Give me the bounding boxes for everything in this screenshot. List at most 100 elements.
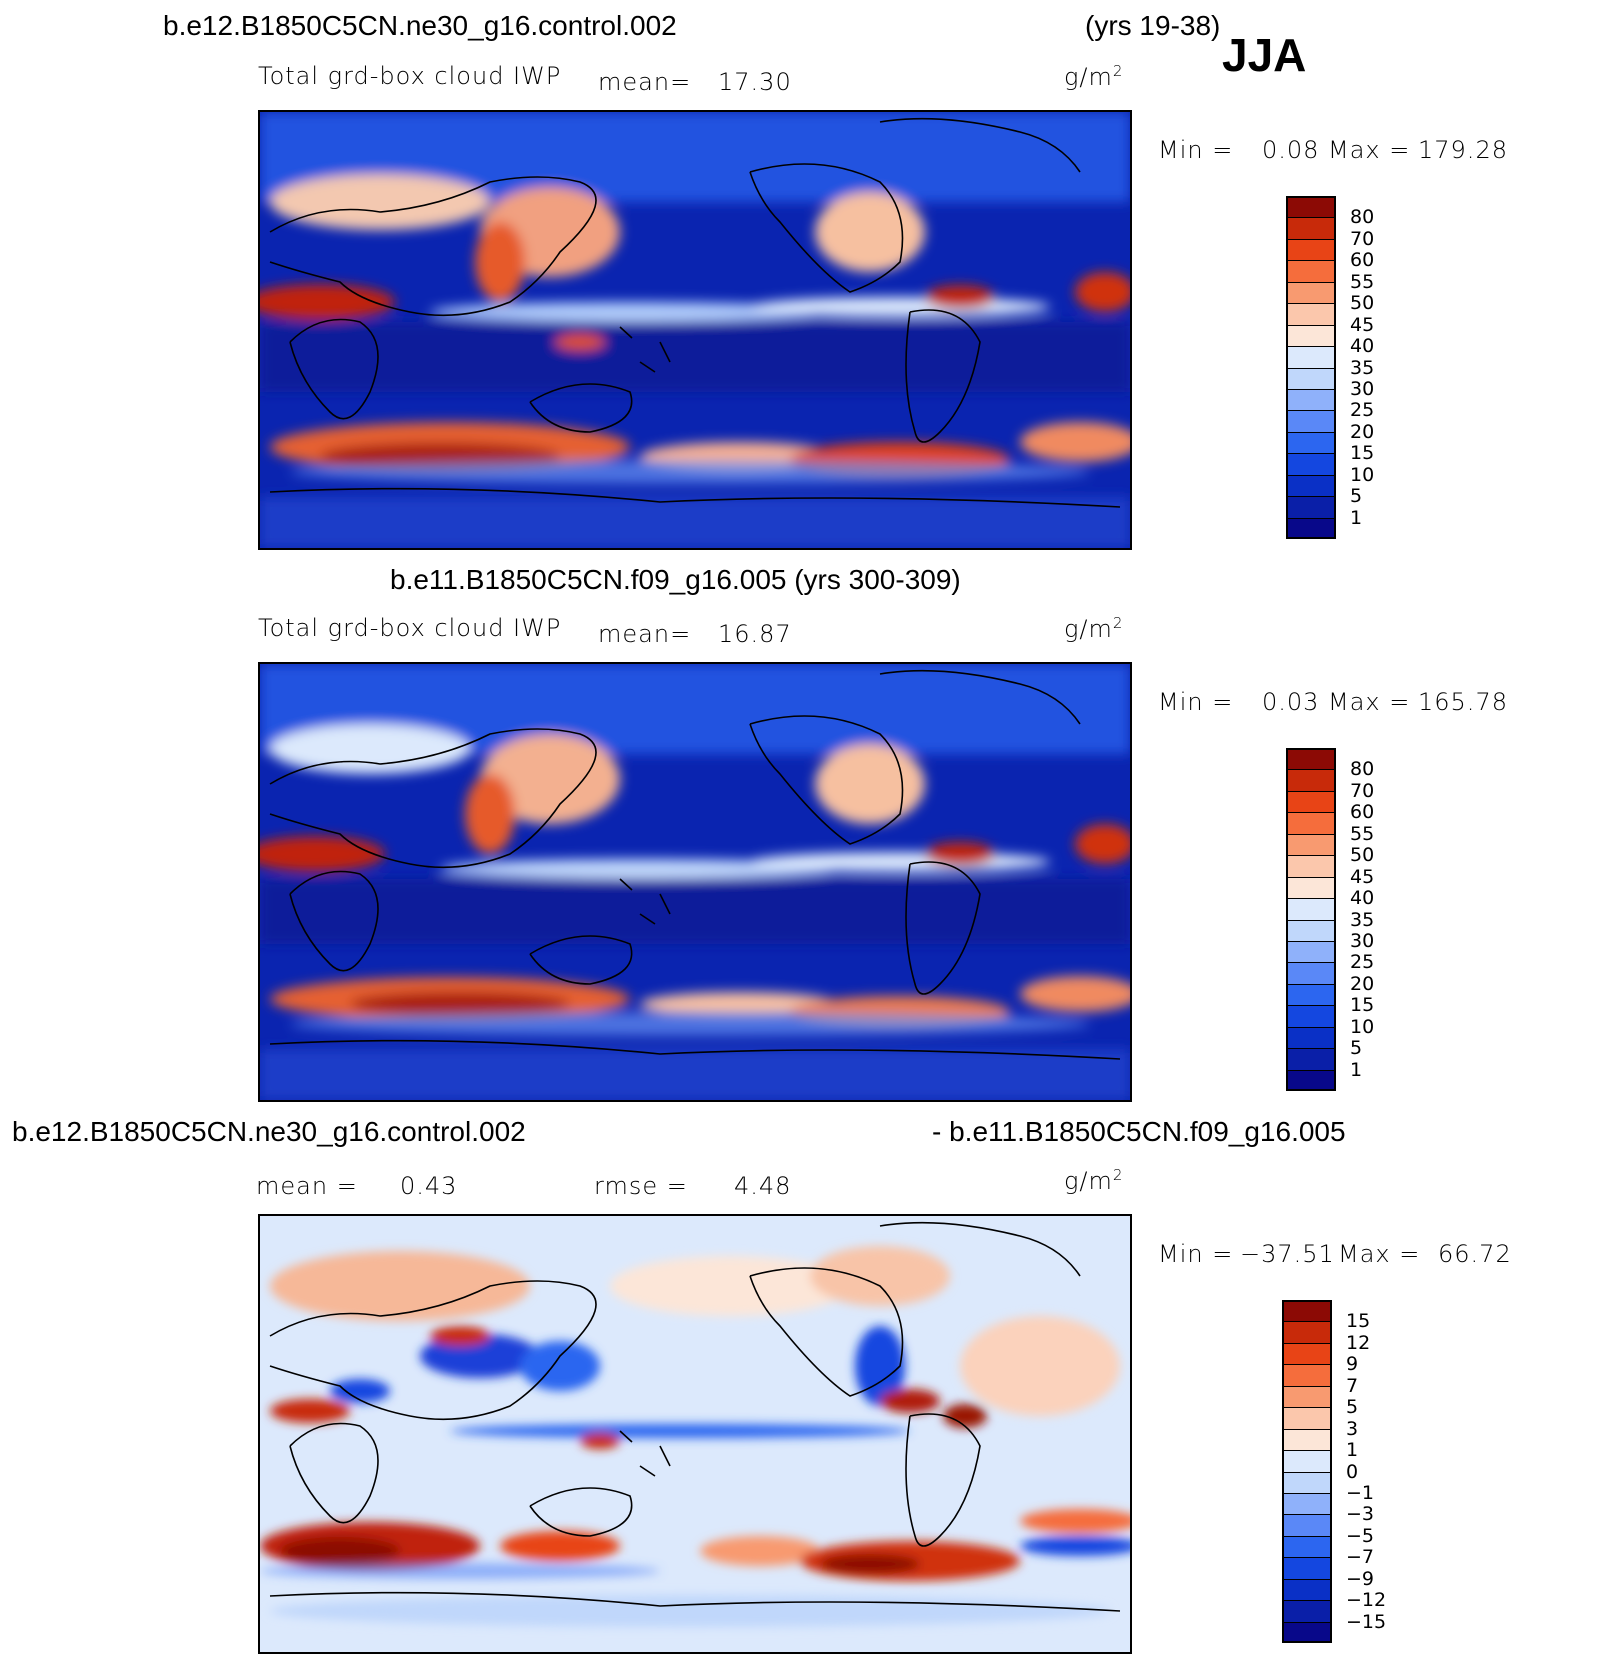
colorbar-tick-label: 9 (1346, 1353, 1359, 1376)
colorbar-tick-label: −1 (1346, 1481, 1375, 1504)
colorbar-swatch (1282, 1600, 1332, 1622)
panel3-units: g/m2 (1064, 1166, 1124, 1195)
panel1-years: (yrs 19-38) (1085, 10, 1221, 41)
colorbar-tick-label: 60 (1350, 801, 1375, 824)
colorbar-tick-label: 25 (1350, 399, 1375, 422)
colorbar-swatch (1286, 238, 1336, 261)
colorbar-swatch (1286, 1005, 1336, 1027)
colorbar-swatch (1286, 790, 1336, 813)
colorbar-tick-label: −9 (1346, 1567, 1375, 1590)
colorbar-swatch (1282, 1514, 1332, 1536)
panel3-rmse-value: 4.48 (734, 1172, 792, 1200)
colorbar-swatch (1282, 1492, 1332, 1515)
colorbar-tick-label: 80 (1350, 206, 1375, 229)
colorbar-tick-label: 35 (1350, 356, 1375, 379)
colorbar-swatch (1282, 1407, 1332, 1429)
panel1-min-label: Min = (1158, 136, 1234, 164)
panel3-mean-value: 0.43 (400, 1172, 458, 1200)
colorbar-swatch (1286, 898, 1336, 920)
colorbar-tick-label: 30 (1350, 377, 1375, 400)
colorbar-tick-label: 55 (1350, 270, 1375, 293)
colorbar-tick-label: 5 (1346, 1396, 1359, 1419)
colorbar-swatch (1286, 962, 1336, 984)
colorbar-swatch (1286, 431, 1336, 454)
panel2-mean-value: 16.87 (718, 620, 792, 648)
colorbar-swatch (1286, 281, 1336, 304)
colorbar-frame (1286, 196, 1336, 539)
panel3-min-label: Min = (1158, 1240, 1234, 1268)
panel2-colorbar: 80 70 60 55 50 45 40 35 30 25 20 15 10 5 1 (1286, 748, 1406, 1091)
colorbar-tick-label: 50 (1350, 844, 1375, 867)
panel2-min-value: 0.03 (1262, 688, 1320, 716)
colorbar-swatch (1286, 833, 1336, 856)
colorbar-tick-label: 1 (1346, 1439, 1359, 1462)
colorbar-tick-label: 40 (1350, 335, 1375, 358)
colorbar-swatch (1286, 410, 1336, 432)
colorbar-swatch (1282, 1578, 1332, 1601)
colorbar-swatch (1286, 346, 1336, 368)
colorbar-tick-label: −12 (1346, 1589, 1387, 1612)
colorbar-swatch (1286, 517, 1336, 539)
colorbar-tick-label: 12 (1346, 1331, 1371, 1354)
colorbar-tick-label: 55 (1350, 822, 1375, 845)
colorbar-swatch (1282, 1535, 1332, 1558)
colorbar-tick-label: 45 (1350, 313, 1375, 336)
colorbar-tick-label: 70 (1350, 227, 1375, 250)
colorbar-swatch (1286, 324, 1336, 347)
colorbar-swatch (1286, 260, 1336, 282)
colorbar-swatch (1286, 983, 1336, 1006)
colorbar-swatch (1282, 1450, 1332, 1472)
colorbar-tick-label: 10 (1350, 1015, 1375, 1038)
panel1-variable: Total grd-box cloud IWP (258, 62, 562, 90)
colorbar-tick-label: 7 (1346, 1374, 1359, 1397)
panel3-case-b: - b.e11.B1850C5CN.f09_g16.005 (932, 1116, 1346, 1147)
colorbar-swatch (1282, 1621, 1332, 1643)
colorbar-tick-label: −5 (1346, 1524, 1375, 1547)
panel2-max-label: Max = (1328, 688, 1411, 716)
colorbar-swatch (1286, 1069, 1336, 1091)
panel1-colorbar: 80 70 60 55 50 45 40 35 30 25 20 15 10 5 1 (1286, 196, 1406, 539)
colorbar-tick-label: 15 (1350, 442, 1375, 465)
panel1-min-value: 0.08 (1262, 136, 1320, 164)
panel2-title: b.e11.B1850C5CN.f09_g16.005 (yrs 300-309… (390, 564, 961, 595)
panel3-map-svg (260, 1216, 1130, 1652)
colorbar-tick-label: 25 (1350, 951, 1375, 974)
panel1-mean-value: 17.30 (718, 68, 792, 96)
colorbar-swatch (1286, 303, 1336, 325)
panel3-mean-label: mean = (256, 1172, 358, 1200)
colorbar-tick-label: 45 (1350, 865, 1375, 888)
colorbar-tick-label: 20 (1350, 420, 1375, 443)
colorbar-tick-label: 1 (1350, 506, 1363, 529)
colorbar-swatch (1282, 1471, 1332, 1493)
colorbar-tick-label: 40 (1350, 887, 1375, 910)
colorbar-swatch (1286, 453, 1336, 475)
colorbar-tick-label: 35 (1350, 908, 1375, 931)
colorbar-swatch (1286, 769, 1336, 791)
colorbar-frame (1282, 1300, 1332, 1643)
panel2-mean-label: mean= (598, 620, 692, 648)
colorbar-tick-label: −7 (1346, 1546, 1375, 1569)
colorbar-swatch (1286, 876, 1336, 899)
colorbar-tick-label: 3 (1346, 1417, 1359, 1440)
panel1-case-title: b.e12.B1850C5CN.ne30_g16.control.002 (163, 10, 677, 41)
colorbar-tick-label: 10 (1350, 463, 1375, 486)
colorbar-tick-label: 5 (1350, 485, 1363, 508)
panel1-map-svg (260, 112, 1130, 548)
panel2-map-svg (260, 664, 1130, 1100)
colorbar-swatch (1282, 1428, 1332, 1451)
panel3-rmse-label: rmse = (594, 1172, 688, 1200)
colorbar-swatch (1286, 1048, 1336, 1070)
colorbar-swatch (1286, 474, 1336, 497)
colorbar-swatch (1286, 1026, 1336, 1049)
colorbar-swatch (1282, 1364, 1332, 1386)
panel2-min-label: Min = (1158, 688, 1234, 716)
colorbar-swatch (1286, 855, 1336, 877)
panel3-min-value: −37.51 (1240, 1240, 1335, 1268)
colorbar-tick-label: 20 (1350, 972, 1375, 995)
colorbar-swatch (1286, 388, 1336, 411)
panel1-map (258, 110, 1132, 550)
colorbar-swatch (1286, 940, 1336, 963)
colorbar-tick-label: 0 (1346, 1460, 1359, 1483)
colorbar-tick-label: 80 (1350, 758, 1375, 781)
colorbar-swatch (1282, 1557, 1332, 1579)
